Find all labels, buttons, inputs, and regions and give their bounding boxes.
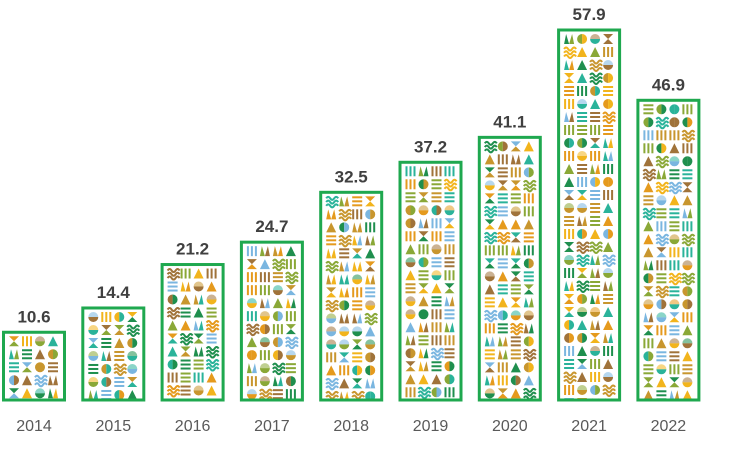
bar-border (81, 306, 146, 402)
bar (239, 240, 304, 402)
value-label: 21.2 (176, 240, 209, 259)
bars-group (2, 28, 701, 402)
bar (81, 306, 146, 402)
bar-border (319, 190, 384, 402)
bar (636, 98, 701, 402)
bar (477, 135, 542, 402)
bar-pattern (246, 246, 299, 399)
value-label: 24.7 (255, 217, 288, 236)
x-tick-labels-group: 2014 2015 2016 2017 2018 2019 2020 2021 2022 (16, 418, 686, 435)
bar (398, 160, 463, 402)
x-tick-label: 2016 (175, 418, 211, 435)
bar (2, 330, 66, 402)
bar-pattern (166, 268, 220, 400)
value-label: 10.6 (17, 307, 50, 326)
value-label: 14.4 (97, 283, 131, 302)
x-tick-label: 2022 (651, 418, 687, 435)
value-label: 32.5 (335, 167, 368, 186)
bar (557, 28, 622, 402)
bar-border (636, 98, 701, 402)
bar-border (239, 240, 304, 402)
x-tick-label: 2020 (492, 418, 528, 435)
value-label: 57.9 (573, 5, 606, 24)
x-tick-label: 2021 (571, 418, 607, 435)
bar-border (160, 263, 225, 402)
x-tick-label: 2015 (96, 418, 132, 435)
bar-pattern (483, 140, 537, 399)
bar-pattern (9, 336, 58, 399)
x-tick-label: 2017 (254, 418, 290, 435)
bar-border (398, 160, 463, 402)
value-label: 41.1 (493, 112, 526, 131)
value-label: 46.9 (652, 75, 685, 94)
bar-pattern (325, 195, 379, 399)
bar (160, 263, 225, 402)
bar-border (2, 330, 66, 402)
bar (319, 190, 384, 402)
x-tick-label: 2014 (16, 418, 52, 435)
value-label: 37.2 (414, 137, 447, 156)
x-tick-label: 2019 (413, 418, 449, 435)
x-tick-label: 2018 (333, 418, 369, 435)
value-labels-group: 10.6 14.4 21.2 24.7 32.5 37.2 41.1 57.9 46.9 (17, 5, 684, 326)
bar-pattern (88, 311, 141, 400)
bar-border (477, 135, 542, 402)
bar-pattern (405, 166, 458, 399)
bar-fill (558, 30, 620, 400)
bar-pattern (563, 34, 616, 399)
bar-border (557, 28, 622, 402)
bar-pattern (642, 104, 696, 399)
